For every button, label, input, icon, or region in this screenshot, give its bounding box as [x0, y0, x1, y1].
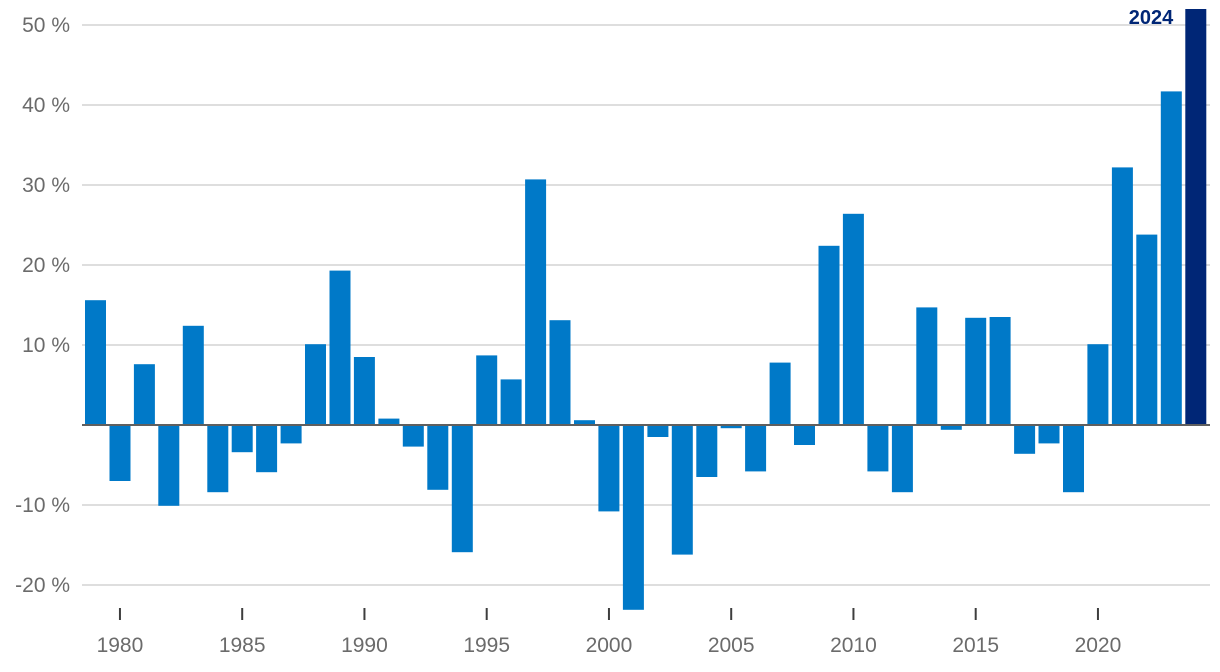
bar-1994	[451, 425, 473, 553]
bar-1988	[305, 344, 326, 425]
bars	[85, 9, 1207, 610]
bar-1993	[427, 425, 449, 490]
bar-1982	[158, 425, 180, 506]
y-tick-label: 30 %	[22, 174, 70, 197]
bar-1985	[231, 425, 253, 453]
bar-2022	[1136, 234, 1158, 425]
y-tick-label: 50 %	[22, 14, 70, 37]
bar-1992	[402, 425, 424, 447]
bar-1991	[378, 418, 400, 425]
bar-2002	[647, 425, 669, 437]
y-tick-label: -10 %	[15, 494, 70, 517]
bar-2006	[745, 425, 767, 472]
bar-1987	[280, 425, 302, 444]
x-tick-label: 2000	[586, 634, 633, 657]
bar-2016	[989, 317, 1011, 425]
bar-2023	[1160, 91, 1182, 426]
x-tick-label: 2015	[952, 634, 999, 657]
x-tick-label: 1990	[341, 634, 388, 657]
bar-2012	[891, 425, 913, 493]
bar-1986	[256, 425, 278, 473]
x-tick-label: 2005	[708, 634, 755, 657]
bar-1995	[476, 355, 498, 425]
x-tick-label: 1995	[463, 634, 510, 657]
bar-1979	[85, 300, 106, 425]
bar-2019	[1063, 425, 1084, 493]
bar-2000	[598, 425, 620, 512]
bar-1990	[353, 357, 375, 425]
bar-1983	[182, 325, 204, 425]
x-tick-label: 1985	[219, 634, 266, 657]
bar-1984	[207, 425, 229, 493]
bar-2020	[1087, 344, 1109, 425]
bar-2011	[867, 425, 889, 472]
bar-1996	[500, 379, 522, 425]
bar-2018	[1038, 425, 1060, 444]
bar-2017	[1014, 425, 1036, 454]
y-tick-label: 20 %	[22, 254, 70, 277]
bar-2010	[842, 213, 864, 425]
bar-2014	[940, 425, 962, 430]
bar-2004	[696, 425, 718, 477]
bar-2003	[671, 425, 693, 555]
bar-1989	[329, 270, 351, 425]
axes	[82, 424, 1210, 620]
bar-1999	[574, 420, 595, 425]
bar-2013	[916, 307, 938, 425]
bar-highlight-2024	[1185, 9, 1207, 425]
bar-1997	[525, 179, 547, 425]
grid-lines	[82, 24, 1210, 586]
bar-2008	[794, 425, 815, 445]
bar-2001	[622, 425, 644, 610]
bar-2009	[818, 245, 840, 425]
y-tick-label: 10 %	[22, 334, 70, 357]
bar-2007	[769, 362, 791, 425]
y-tick-label: -20 %	[15, 574, 70, 597]
highlight-year-label: 2024	[1129, 7, 1174, 29]
y-tick-label: 40 %	[22, 94, 70, 117]
x-tick-label: 2010	[830, 634, 877, 657]
tick-labels: 50 % 40 % 30 % 20 % 10 % -10 % -20 % 1980 1985 19…	[15, 7, 1174, 657]
bar-2015	[965, 317, 987, 425]
bar-2021	[1111, 167, 1133, 425]
bar-1980	[109, 425, 131, 481]
bar-1998	[549, 320, 571, 425]
bar-1981	[133, 364, 155, 425]
x-tick-label: 2020	[1075, 634, 1122, 657]
x-tick-label: 1980	[97, 634, 144, 657]
bar-2005	[720, 425, 742, 429]
